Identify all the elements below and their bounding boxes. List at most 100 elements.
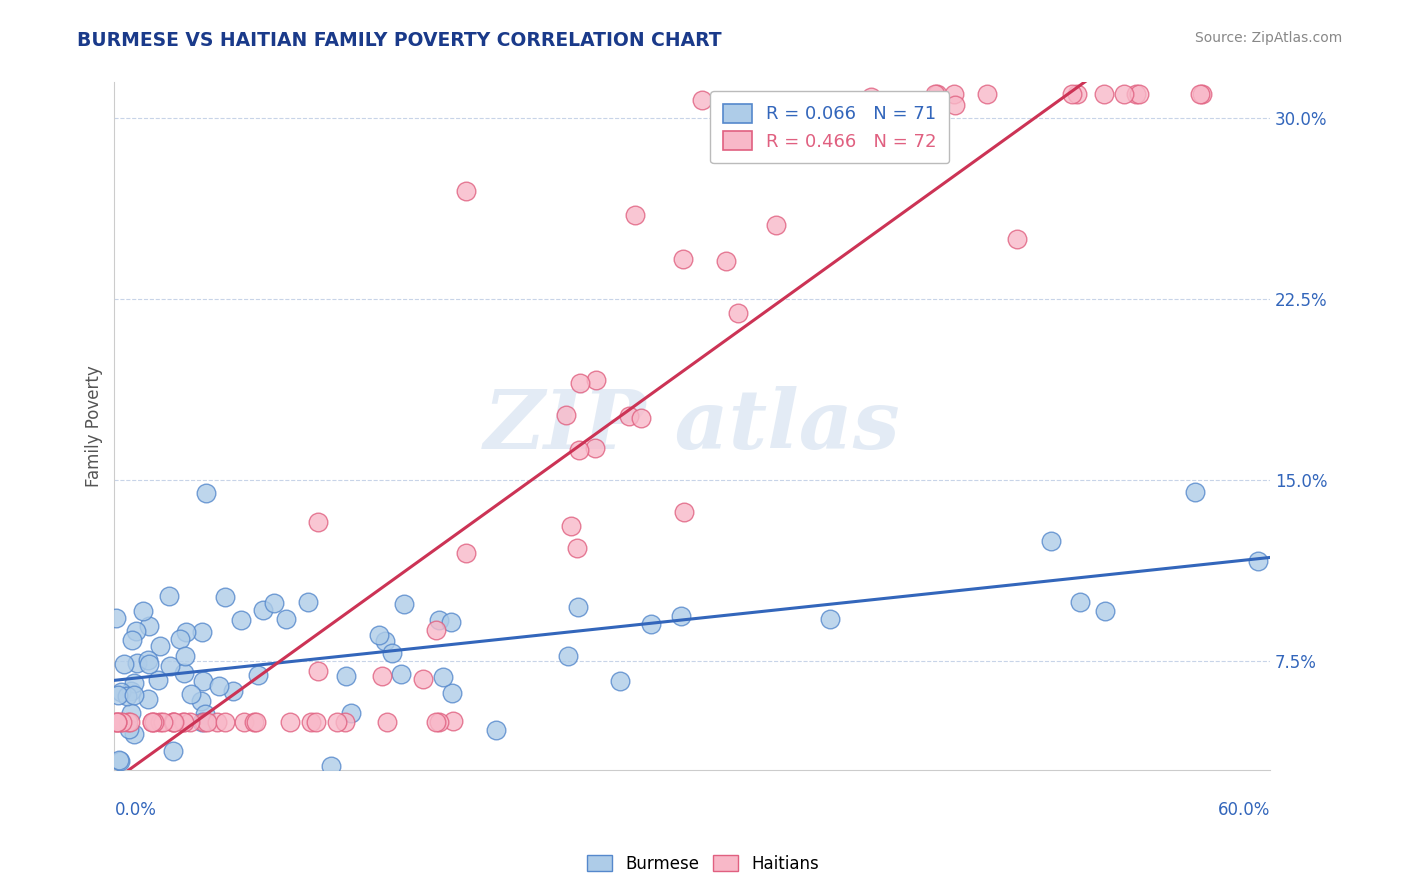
Y-axis label: Family Poverty: Family Poverty [86,365,103,487]
Point [173,714,195,729]
Text: 0.0%: 0.0% [114,801,156,819]
Point [925,87,948,101]
Point [335,669,357,683]
Point [118,714,141,729]
Point [118,722,141,736]
Point [122,727,145,741]
Point [375,714,398,729]
Point [252,603,274,617]
Point [245,714,267,729]
Point [555,409,578,423]
Point [818,612,841,626]
Point [1184,485,1206,500]
Point [127,656,149,670]
Point [943,98,966,112]
Point [640,617,662,632]
Point [1094,604,1116,618]
Point [222,683,245,698]
Point [233,714,256,729]
Point [162,714,184,729]
Point [136,653,159,667]
Point [120,706,142,720]
Point [557,649,579,664]
Point [425,624,447,638]
Point [194,485,217,500]
Point [122,676,145,690]
Point [231,614,253,628]
Point [193,714,215,729]
Legend: R = 0.066   N = 71, R = 0.466   N = 72: R = 0.066 N = 71, R = 0.466 N = 72 [710,91,949,163]
Point [389,666,412,681]
Point [765,218,787,232]
Point [132,604,155,618]
Point [169,632,191,646]
Point [276,612,298,626]
Point [195,714,218,729]
Point [440,615,463,629]
Point [339,706,361,721]
Point [193,706,215,721]
Point [122,688,145,702]
Point [108,753,131,767]
Point [141,714,163,729]
Point [326,714,349,729]
Point [208,679,231,693]
Point [943,87,966,101]
Point [157,589,180,603]
Point [425,714,447,729]
Point [727,306,749,320]
Point [110,685,132,699]
Point [1246,554,1268,568]
Text: Source: ZipAtlas.com: Source: ZipAtlas.com [1195,31,1343,45]
Point [976,87,998,101]
Point [105,714,128,729]
Point [263,596,285,610]
Point [149,639,172,653]
Point [859,89,882,103]
Point [374,634,396,648]
Point [333,714,356,729]
Point [321,759,343,773]
Point [152,714,174,729]
Point [305,714,328,729]
Point [172,714,194,729]
Point [630,411,652,425]
Point [107,688,129,702]
Point [617,409,640,424]
Point [454,545,477,559]
Text: 60.0%: 60.0% [1218,801,1270,819]
Point [583,441,606,455]
Point [173,665,195,680]
Point [568,442,591,457]
Point [125,624,148,639]
Point [609,673,631,688]
Point [692,93,714,107]
Point [180,687,202,701]
Point [716,253,738,268]
Point [381,646,404,660]
Point [1191,87,1213,101]
Point [672,505,695,519]
Point [624,208,647,222]
Point [1112,87,1135,101]
Point [568,376,591,391]
Point [441,714,464,728]
Point [671,252,693,267]
Point [205,714,228,729]
Text: ZIP atlas: ZIP atlas [484,386,901,466]
Point [105,611,128,625]
Point [1128,87,1150,101]
Point [117,714,139,729]
Point [278,714,301,729]
Point [1039,534,1062,549]
Point [924,87,946,101]
Point [299,714,322,729]
Point [427,613,450,627]
Point [371,668,394,682]
Point [105,714,128,729]
Point [139,787,162,801]
Point [142,714,165,729]
Point [1066,87,1088,101]
Point [671,608,693,623]
Point [174,624,197,639]
